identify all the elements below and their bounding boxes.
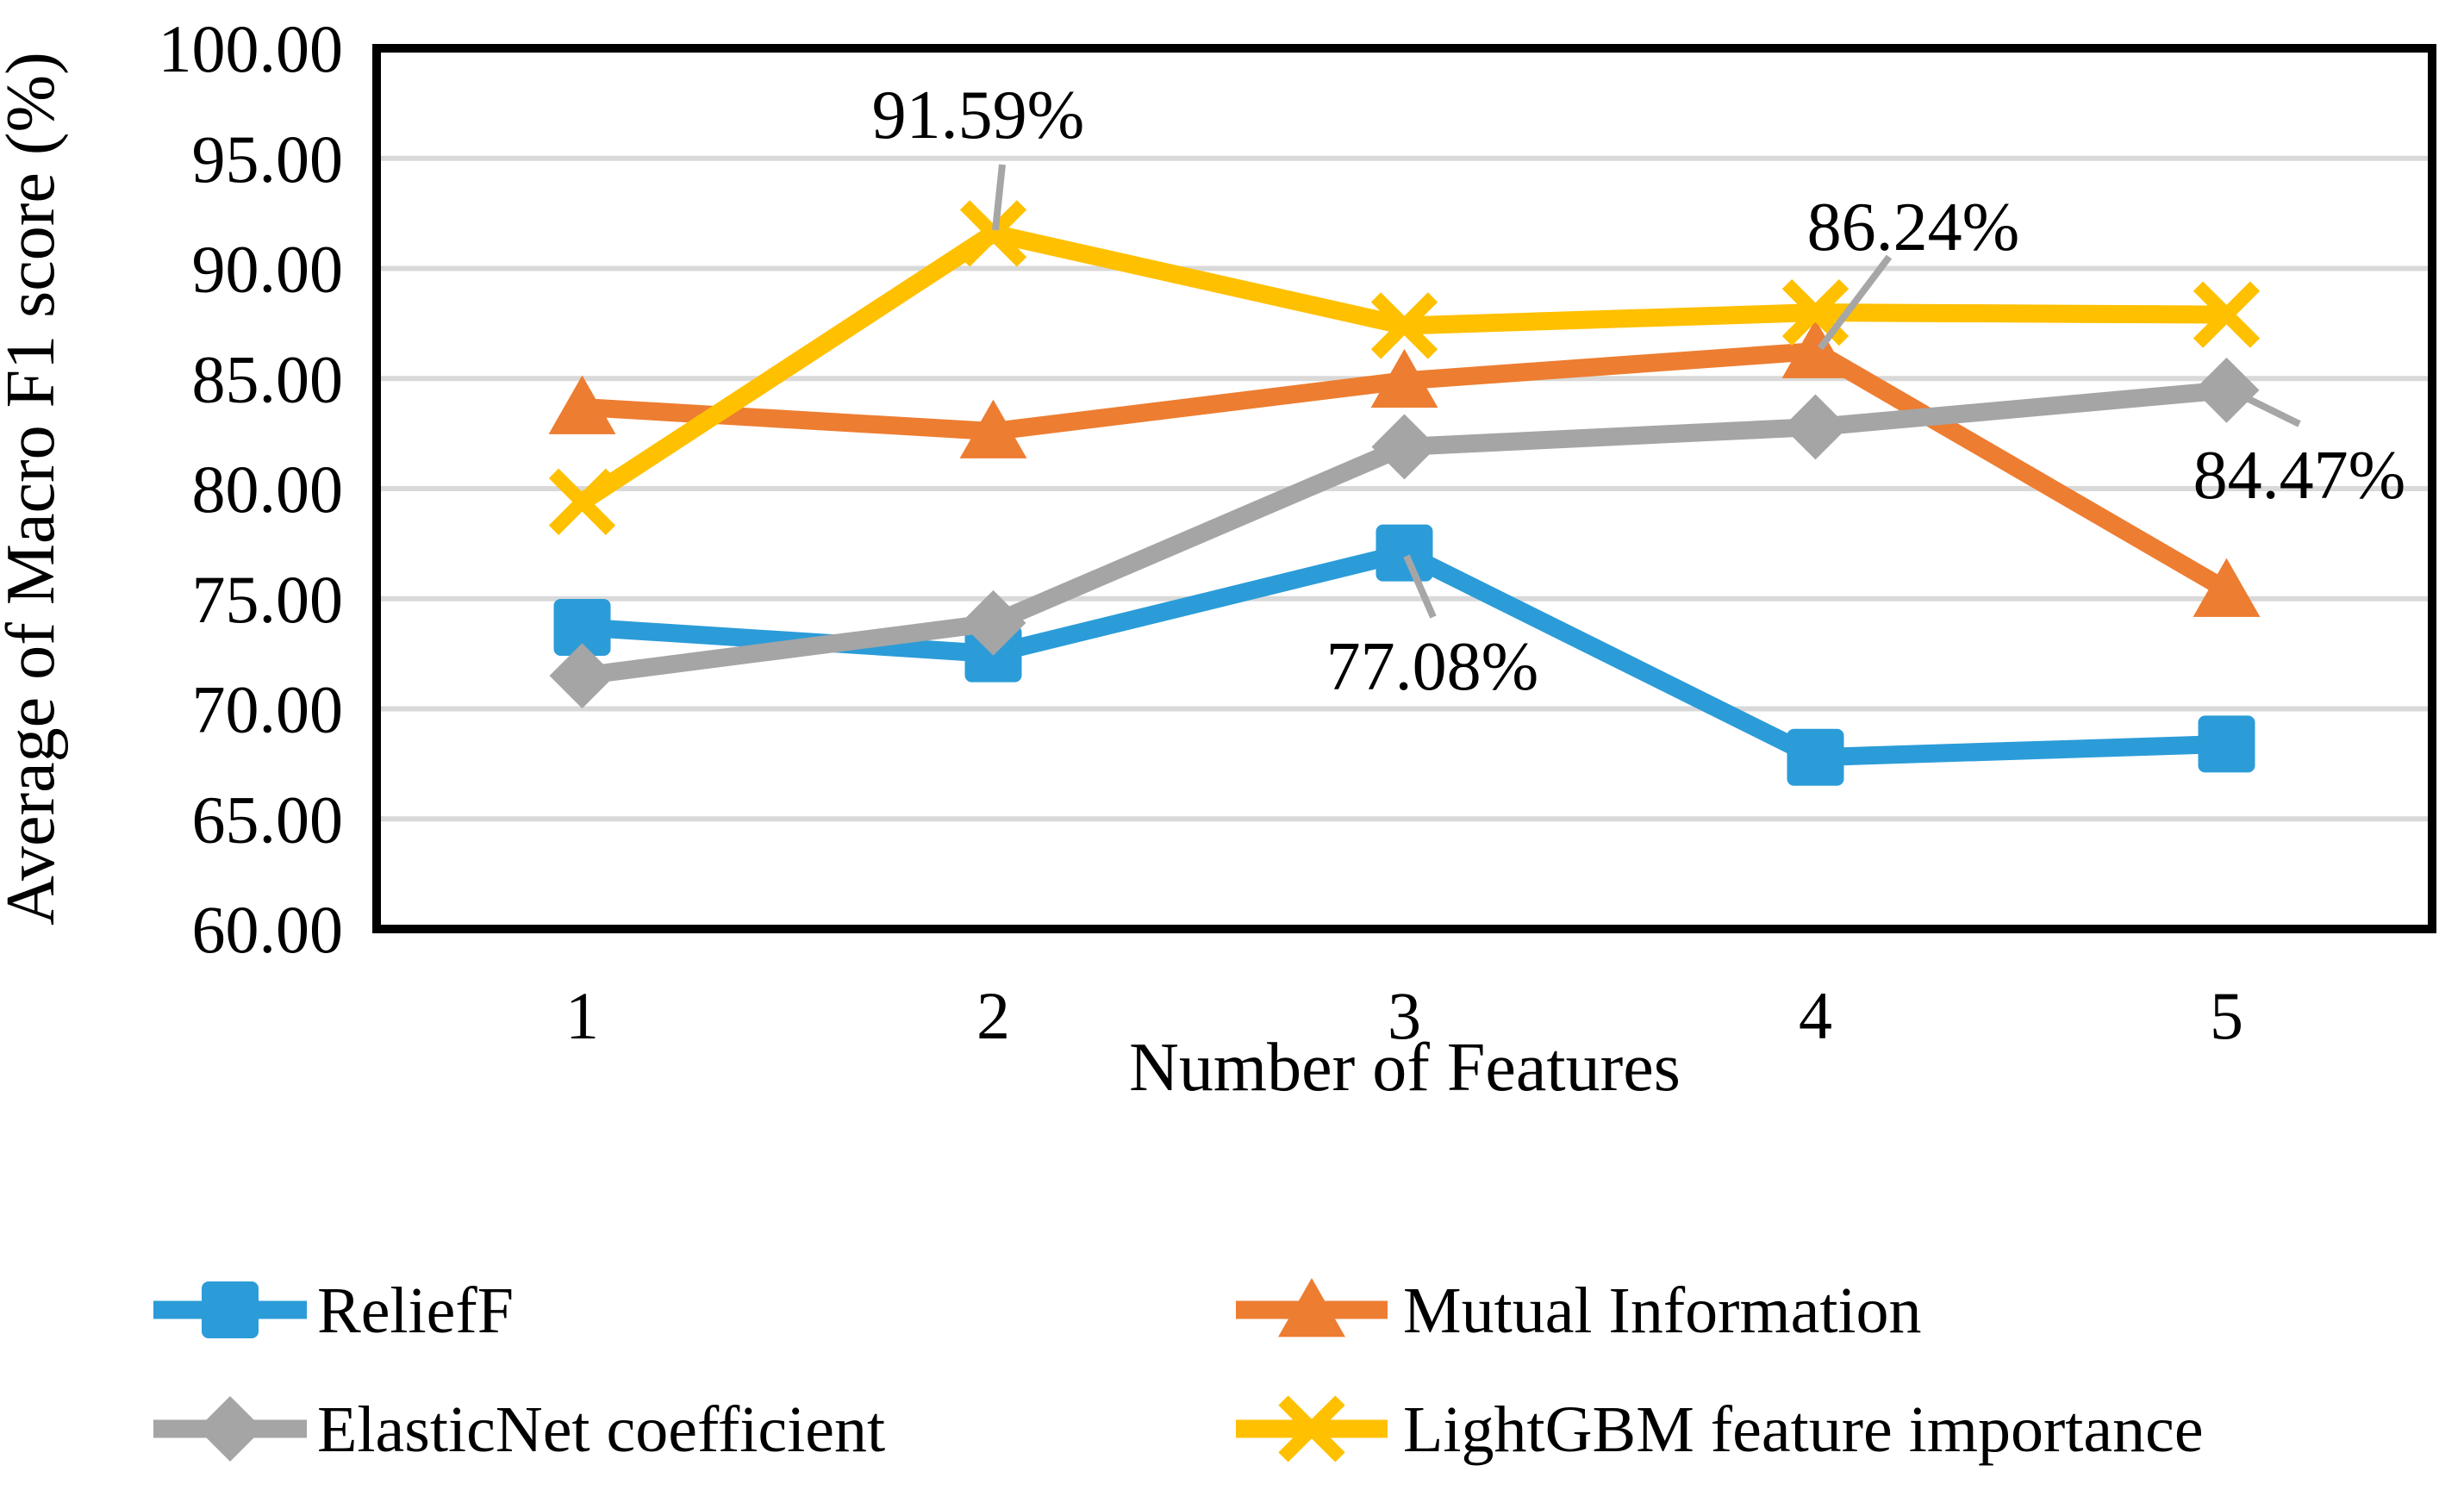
y-tick-label: 70.00 (192, 672, 344, 747)
y-tick-label: 85.00 (192, 341, 344, 416)
data-point-marker (2193, 357, 2260, 423)
annotation-label: 91.59% (872, 78, 1085, 153)
legend-label: ReliefF (317, 1275, 514, 1347)
series-elasticnet-coefficient (549, 357, 2260, 709)
legend-marker (1278, 1278, 1345, 1337)
annotation-leader-line (992, 164, 1006, 231)
y-tick-label: 75.00 (192, 562, 344, 637)
x-marker-stroke (959, 200, 1027, 267)
legend-marker (1278, 1395, 1345, 1462)
x-marker-stroke (1278, 1395, 1345, 1462)
data-point-marker (960, 589, 1026, 656)
data-point-marker (549, 643, 615, 709)
y-tick-label: 100.00 (159, 11, 344, 86)
x-marker-stroke (2193, 281, 2261, 348)
y-tick-label: 90.00 (192, 232, 344, 307)
data-point-marker (2193, 558, 2261, 617)
legend-marker (197, 1396, 263, 1462)
data-point-marker (2193, 281, 2261, 348)
data-point-marker (553, 598, 611, 656)
data-point-marker (2198, 715, 2255, 773)
data-point-marker (548, 375, 616, 434)
legend-item-lightgbm-feature-importance: LightGBM feature importance (1236, 1393, 2204, 1466)
x-axis-title: Number of Features (1129, 1030, 1681, 1106)
x-marker-stroke (1370, 292, 1438, 359)
x-tick-label: 3 (1388, 978, 1421, 1053)
data-point-marker (959, 200, 1027, 267)
y-axis-title: Average of Macro F1 score (%) (0, 52, 69, 926)
plot-border (372, 44, 2436, 933)
data-point-marker (1782, 394, 1849, 460)
legend-item-elasticnet-coefficient: ElasticNet coefficient (153, 1393, 885, 1466)
legend-label: Mutual Information (1403, 1275, 1922, 1347)
y-tick-label: 65.00 (192, 782, 344, 857)
data-point-marker (959, 399, 1027, 458)
legend-marker (202, 1281, 259, 1338)
legend-item-relieff: ReliefF (153, 1275, 514, 1347)
data-point-marker (548, 468, 616, 535)
y-tick-label: 95.00 (192, 122, 344, 196)
annotation-leader-line (1817, 254, 1893, 351)
x-tick-label: 5 (2210, 978, 2243, 1053)
y-tick-label: 80.00 (192, 452, 344, 527)
data-point-marker (1375, 524, 1433, 582)
series-lightgbm-feature-importance (548, 200, 2261, 535)
annotation-leader-line (1403, 554, 1437, 619)
annotation-label: 77.08% (1326, 629, 1539, 705)
data-point-marker (1781, 319, 1850, 378)
data-point-marker (1370, 348, 1438, 408)
annotation-label: 86.24% (1807, 190, 2020, 265)
x-tick-label: 1 (565, 978, 599, 1053)
legend-label: LightGBM feature importance (1403, 1393, 2204, 1466)
legend-label: ElasticNet coefficient (317, 1393, 885, 1466)
data-point-marker (1787, 728, 1844, 786)
x-tick-label: 4 (1799, 978, 1832, 1053)
data-point-marker (1370, 292, 1438, 359)
x-marker-stroke (548, 468, 616, 535)
x-marker-stroke (1781, 278, 1850, 346)
legend-item-mutual-information: Mutual Information (1236, 1275, 1922, 1347)
annotation-leader-line (2245, 395, 2301, 427)
series-mutual-information (548, 319, 2261, 617)
annotation-label: 84.47% (2193, 438, 2406, 514)
x-tick-label: 2 (976, 978, 1010, 1053)
data-point-marker (1371, 414, 1438, 480)
y-tick-label: 60.00 (192, 892, 344, 967)
